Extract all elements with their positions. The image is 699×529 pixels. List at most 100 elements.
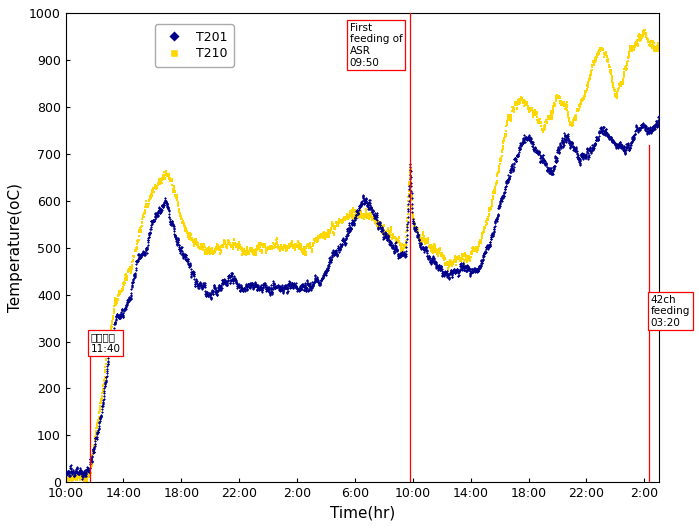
Point [338, 237, 350, 245]
Point [477, 229, 488, 238]
Point [589, 140, 600, 148]
Point [180, 253, 191, 261]
Point [98, 395, 109, 404]
Point [78, 477, 89, 486]
Point [410, 225, 421, 234]
Point [185, 264, 196, 273]
Point [296, 245, 307, 254]
Point [294, 285, 305, 293]
Text: 42ch
feeding
03:20: 42ch feeding 03:20 [651, 295, 690, 328]
Point [373, 224, 384, 233]
Point [513, 99, 524, 108]
Point [571, 149, 582, 157]
Point [280, 281, 291, 290]
Point [459, 262, 470, 270]
Point [356, 213, 367, 221]
Point [219, 236, 230, 245]
Point [428, 240, 440, 249]
Point [146, 191, 157, 200]
Point [453, 253, 464, 262]
Point [125, 267, 136, 276]
Point [538, 127, 549, 135]
Point [481, 219, 492, 227]
Point [612, 141, 623, 150]
Point [173, 242, 185, 251]
Point [498, 136, 510, 145]
Point [398, 243, 409, 252]
Point [437, 270, 448, 279]
Point [143, 231, 154, 239]
Point [547, 108, 559, 117]
Point [300, 281, 311, 289]
Point [309, 275, 320, 283]
Point [107, 315, 118, 323]
Point [106, 323, 117, 331]
Point [398, 248, 410, 256]
Point [257, 287, 268, 296]
Point [496, 153, 507, 162]
Point [433, 263, 444, 272]
Point [605, 133, 616, 142]
Point [258, 279, 269, 287]
Point [559, 105, 570, 113]
Point [170, 233, 181, 241]
Point [651, 118, 662, 126]
Point [101, 372, 112, 380]
Point [185, 259, 196, 268]
Point [512, 152, 523, 160]
Point [535, 118, 547, 127]
Point [405, 160, 416, 168]
Point [271, 282, 282, 291]
Point [417, 243, 428, 252]
Point [617, 146, 628, 154]
Point [228, 274, 239, 282]
Point [197, 243, 208, 252]
Point [287, 238, 298, 246]
Point [335, 241, 346, 250]
Point [613, 84, 624, 93]
Point [448, 256, 459, 264]
Point [624, 146, 635, 154]
Point [322, 267, 333, 275]
Point [551, 93, 562, 102]
Point [468, 247, 480, 256]
Point [368, 211, 379, 219]
Point [360, 209, 371, 218]
Point [593, 48, 604, 57]
Point [511, 104, 522, 113]
Point [517, 95, 528, 103]
Point [574, 101, 585, 109]
Point [354, 203, 365, 212]
Point [553, 148, 564, 157]
Point [551, 94, 562, 103]
Point [252, 286, 263, 294]
Point [180, 254, 191, 263]
Point [300, 249, 311, 257]
Point [145, 217, 157, 225]
Point [409, 225, 420, 233]
Point [559, 131, 570, 140]
Point [111, 310, 122, 318]
Point [541, 166, 552, 175]
Point [624, 45, 635, 53]
Point [245, 282, 256, 290]
Point [239, 286, 250, 295]
Point [301, 279, 312, 287]
Point [268, 280, 280, 288]
Point [69, 471, 80, 479]
Point [343, 214, 354, 223]
Point [598, 50, 610, 59]
Point [624, 42, 635, 51]
Point [127, 278, 138, 286]
Point [200, 291, 211, 299]
Point [639, 27, 650, 35]
Point [147, 220, 158, 229]
Point [638, 122, 649, 130]
Point [96, 395, 107, 403]
Point [452, 253, 463, 262]
Point [221, 280, 232, 289]
Point [252, 285, 264, 293]
Point [589, 139, 600, 147]
Point [577, 94, 589, 102]
Point [393, 233, 404, 242]
